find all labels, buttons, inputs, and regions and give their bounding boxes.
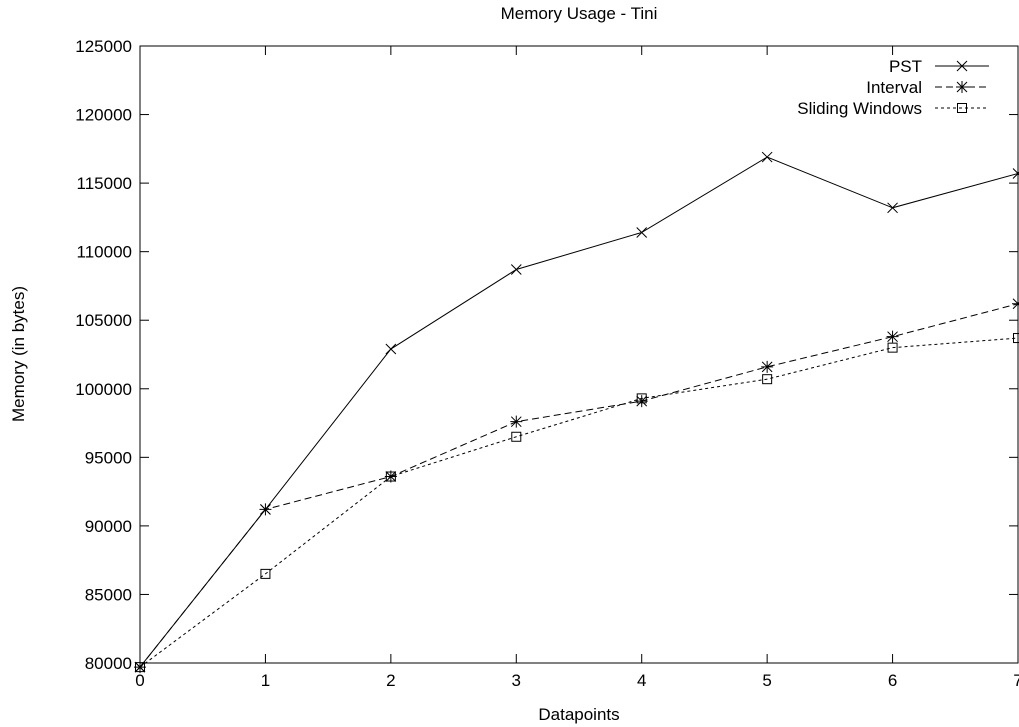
data-point (259, 503, 272, 516)
x-tick-label: 2 (386, 671, 395, 690)
data-point (1012, 168, 1019, 179)
x-tick-label: 0 (135, 671, 144, 690)
data-point (1013, 333, 1019, 344)
y-tick-label: 115000 (77, 174, 132, 193)
data-point (510, 264, 522, 275)
data-point (635, 395, 648, 408)
y-tick-label: 95000 (85, 448, 132, 467)
y-axis: 80000 85000 90000 95000 100000 105000 110000 11… (75, 37, 1018, 673)
data-point (510, 415, 523, 428)
data-point (384, 470, 397, 483)
legend-label: Sliding Windows (797, 99, 922, 118)
x-tick-label: 3 (512, 671, 521, 690)
data-point (886, 330, 899, 343)
y-tick-label: 90000 (85, 517, 132, 536)
y-tick-label: 125000 (75, 37, 132, 56)
y-tick-label: 80000 (85, 654, 132, 673)
data-point (135, 662, 145, 673)
y-tick-label: 100000 (75, 380, 132, 399)
data-point (887, 342, 898, 353)
x-tick-label: 6 (888, 671, 897, 690)
legend-marker (957, 103, 967, 113)
data-point (511, 431, 522, 442)
data-point (260, 568, 271, 579)
x-tick-label: 1 (261, 671, 270, 690)
legend-label: PST (889, 57, 922, 76)
plot-frame (139, 45, 1019, 664)
series-line (139, 156, 1019, 668)
data-point (385, 471, 396, 482)
y-tick-label: 110000 (77, 243, 132, 262)
legend: PST Interval Sliding Windows (797, 57, 989, 118)
x-tick-label: 4 (637, 671, 646, 690)
data-point (636, 393, 647, 404)
series-line (139, 303, 1019, 668)
x-axis: 0 1 2 3 4 5 6 7 (135, 46, 1019, 690)
x-tick-label: 5 (762, 671, 771, 690)
chart-title: Memory Usage - Tini (501, 4, 658, 23)
data-point (762, 374, 773, 385)
y-tick-label: 105000 (75, 311, 132, 330)
legend-label: Interval (866, 78, 922, 97)
legend-marker (956, 81, 968, 93)
x-tick-label: 7 (1013, 671, 1019, 690)
data-point (385, 343, 397, 355)
data-point (887, 202, 898, 214)
data-point (761, 360, 774, 373)
series-line (139, 337, 1019, 668)
data-point (636, 227, 648, 238)
y-tick-label: 120000 (75, 106, 132, 125)
series-layer (134, 151, 1019, 674)
data-point (761, 151, 773, 163)
series-sliding-windows (135, 333, 1019, 673)
x-axis-label: Datapoints (538, 705, 619, 724)
y-tick-label: 85000 (85, 585, 132, 604)
data-point (1012, 297, 1019, 310)
y-axis-label: Memory (in bytes) (9, 286, 28, 422)
series-interval (134, 297, 1019, 674)
legend-marker (956, 60, 968, 72)
